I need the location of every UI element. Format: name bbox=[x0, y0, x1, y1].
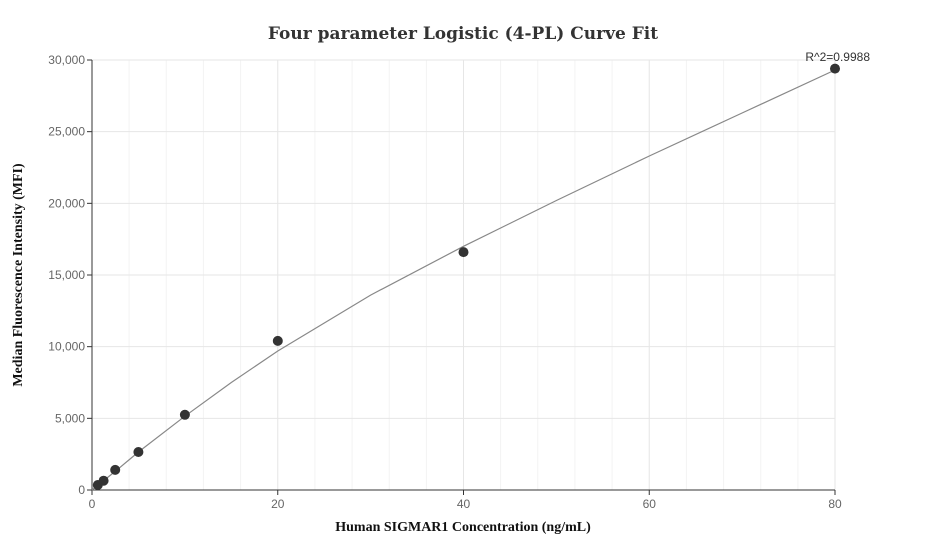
x-tick-label: 40 bbox=[457, 497, 471, 511]
y-tick-label: 5,000 bbox=[55, 411, 85, 425]
data-point[interactable] bbox=[830, 63, 840, 74]
data-point[interactable] bbox=[272, 335, 283, 346]
x-tick-label: 0 bbox=[89, 497, 96, 511]
data-point[interactable] bbox=[110, 464, 121, 475]
grid-layer bbox=[92, 59, 836, 490]
r-squared-annotation: R^2=0.9988 bbox=[805, 50, 870, 64]
chart-title: Four parameter Logistic (4-PL) Curve Fit bbox=[268, 24, 658, 44]
y-tick-label: 0 bbox=[78, 483, 85, 497]
x-tick-label: 80 bbox=[828, 497, 842, 511]
ticks-layer: 0 20 40 60 80 0 5,000 10,000 15,000 20,000 25,000 3… bbox=[48, 53, 842, 511]
data-point[interactable] bbox=[133, 447, 144, 457]
x-axis-title: Human SIGMAR1 Concentration (ng/mL) bbox=[335, 520, 591, 535]
x-tick-label: 20 bbox=[271, 497, 285, 511]
y-tick-label: 25,000 bbox=[48, 125, 85, 139]
y-tick-label: 30,000 bbox=[48, 53, 85, 67]
y-tick-label: 10,000 bbox=[48, 340, 85, 354]
y-tick-label: 20,000 bbox=[48, 196, 85, 210]
series-layer bbox=[91, 63, 840, 491]
y-tick-label: 15,000 bbox=[48, 268, 85, 282]
data-point[interactable] bbox=[458, 247, 469, 258]
y-axis-title: Median Fluorescence Intensity (MFI) bbox=[11, 163, 26, 387]
data-point[interactable] bbox=[179, 409, 190, 420]
data-point[interactable] bbox=[98, 475, 109, 486]
x-tick-label: 60 bbox=[643, 497, 657, 511]
